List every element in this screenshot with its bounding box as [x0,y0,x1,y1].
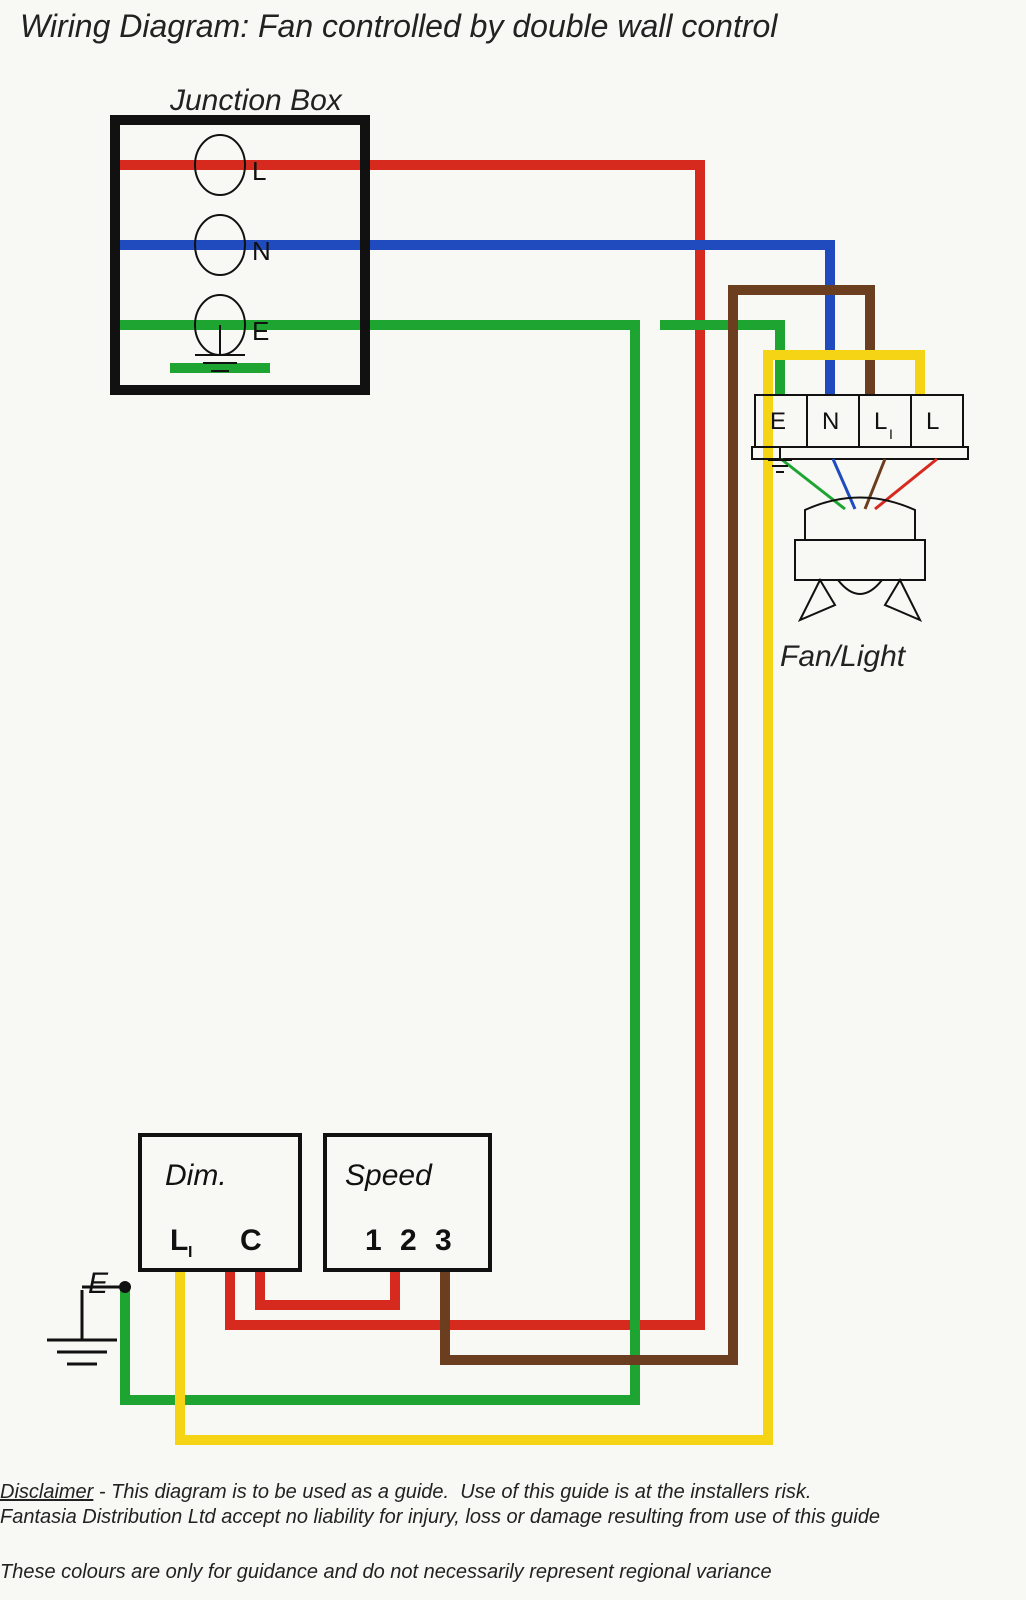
svg-text:3: 3 [435,1224,452,1257]
svg-text:C: C [240,1224,262,1257]
wiring-svg: LNE ENLIL LIC 123 Dim. Speed E [0,0,1026,1600]
earth-dot [119,1281,131,1293]
svg-text:E: E [770,408,786,435]
svg-text:L: L [874,408,887,435]
dimmer-box [140,1135,300,1270]
svg-text:N: N [252,236,271,266]
svg-text:N: N [822,408,839,435]
diagram-canvas: Wiring Diagram: Fan controlled by double… [0,0,1026,1600]
svg-text:2: 2 [400,1224,417,1257]
earth-label: E [88,1267,109,1300]
svg-text:L: L [252,156,266,186]
svg-text:L: L [170,1224,188,1257]
svg-text:E: E [252,316,269,346]
speed-label: Speed [345,1159,433,1192]
svg-text:I: I [889,426,893,442]
svg-text:I: I [188,1244,192,1261]
svg-text:L: L [926,408,939,435]
svg-text:1: 1 [365,1224,382,1257]
dim-label: Dim. [165,1159,227,1192]
